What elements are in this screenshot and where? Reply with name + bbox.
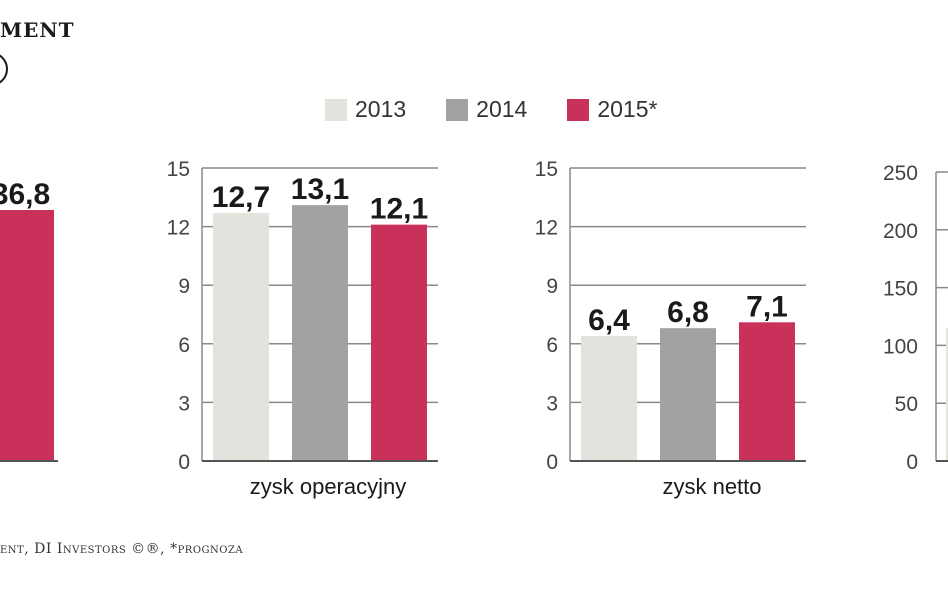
chart-title-fragment: MENT — [0, 18, 75, 42]
bar-2013 — [213, 212, 269, 461]
bar-2015 — [0, 210, 54, 461]
data-label: 12,1 — [370, 193, 428, 226]
y-tick-label: 250 — [883, 162, 918, 185]
legend-swatch-2015 — [567, 98, 590, 121]
y-tick-label: 3 — [178, 392, 190, 415]
y-tick-label: 12 — [535, 217, 558, 240]
legend-swatch-2013 — [325, 98, 347, 121]
y-tick-label: 200 — [883, 220, 918, 243]
data-label: 7,1 — [746, 290, 788, 323]
x-axis-label: zysk netto — [662, 474, 761, 499]
y-tick-label: 0 — [546, 451, 558, 474]
bar-2015 — [739, 322, 795, 461]
y-tick-label: 6 — [178, 334, 190, 357]
data-label: 13,1 — [291, 173, 349, 206]
y-tick-label: 12 — [167, 217, 190, 240]
legend-label-2014: 2014 — [476, 96, 528, 122]
legend-item-2015: 2015* — [567, 96, 657, 123]
legend-label-2013: 2013 — [355, 96, 407, 122]
y-tick-label: 9 — [546, 275, 558, 298]
data-label: 6,8 — [667, 296, 709, 329]
y-tick-label: 0 — [906, 451, 918, 474]
legend-label-2015: 2015* — [597, 96, 658, 122]
bar-2013 — [581, 335, 637, 461]
legend-item-2013: 2013 — [325, 96, 406, 123]
bar-2015 — [371, 224, 427, 461]
y-tick-label: 150 — [883, 278, 918, 301]
y-tick-label: 3 — [546, 392, 558, 415]
x-axis-label: zysk operacyjny — [250, 474, 407, 499]
y-tick-label: 50 — [895, 393, 918, 416]
y-tick-label: 0 — [178, 451, 190, 474]
bar-2014 — [292, 205, 348, 461]
bar-2014 — [660, 328, 716, 461]
source-note: ent, DI Investors ©®, *prognoza — [0, 541, 244, 557]
y-tick-label: 6 — [546, 334, 558, 357]
y-tick-label: 100 — [883, 335, 918, 358]
data-label: 12,7 — [212, 181, 270, 214]
y-tick-label: 15 — [167, 158, 190, 181]
y-tick-label: 9 — [178, 275, 190, 298]
y-tick-label: 15 — [535, 158, 558, 181]
data-label: 6,4 — [588, 304, 630, 337]
data-label: 36,8 — [0, 178, 50, 211]
legend: 2013 2014 2015* — [325, 96, 657, 123]
legend-item-2014: 2014 — [446, 96, 527, 123]
bar-2013 — [946, 328, 948, 461]
legend-swatch-2014 — [446, 98, 469, 121]
